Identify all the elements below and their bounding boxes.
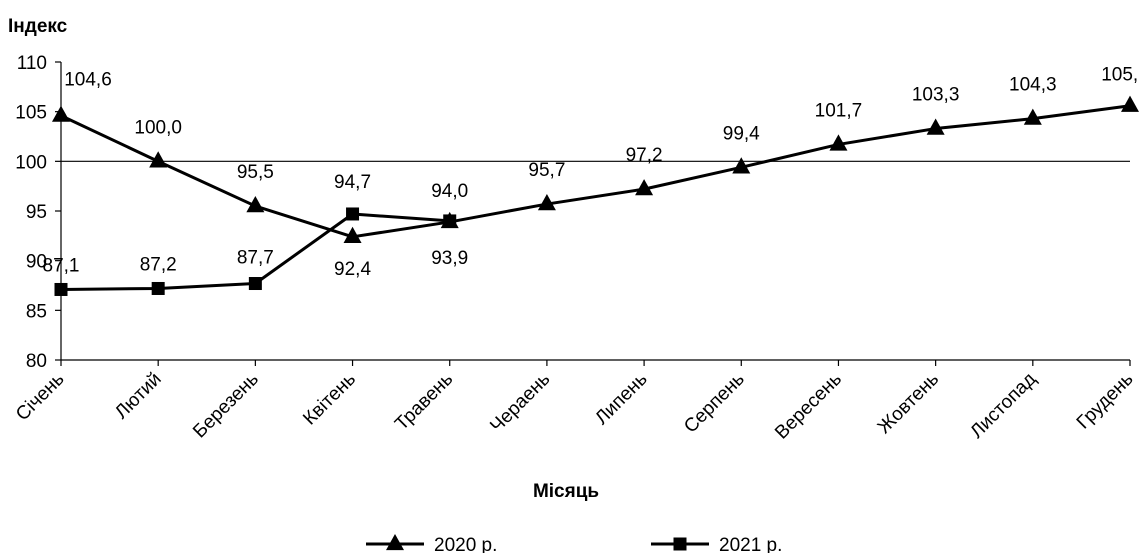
data-label: 104,6 — [64, 70, 112, 91]
data-label: 100,0 — [134, 117, 182, 138]
data-label: 87,1 — [43, 255, 80, 276]
x-tick-label: Жовтень — [874, 369, 943, 438]
data-label: 92,4 — [334, 259, 371, 280]
x-tick-label: Чераень — [486, 369, 554, 437]
series-2: 87,1 87,2 87,7 94,7 94,0 — [43, 172, 468, 296]
x-tick-label: Лютий — [111, 369, 166, 424]
data-label: 95,5 — [237, 162, 274, 183]
series-1: 104,6 100,0 95,5 92,4 93,9 95,7 97,2 99,4 101,7 1… — [52, 65, 1139, 280]
y-tick-label: 90 — [26, 252, 47, 273]
x-axis: Січень Лютий Березень Квітень Травень Чераень… — [12, 359, 1138, 444]
square-marker — [443, 214, 457, 228]
square-marker — [54, 282, 68, 296]
x-tick-label: Серпень — [680, 369, 749, 438]
triangle-marker — [246, 195, 265, 213]
data-label: 93,9 — [431, 248, 468, 269]
x-axis-title: Місяць — [533, 481, 599, 502]
y-tick-label: 110 — [17, 53, 47, 74]
x-tick-label: Вересень — [771, 369, 846, 444]
legend-item: 2021 р. — [651, 535, 782, 553]
legend-item: 2020 р. — [366, 533, 497, 553]
data-label: 105,6 — [1101, 65, 1139, 86]
y-tick-label: 80 — [26, 351, 47, 372]
y-tick-label: 95 — [26, 202, 47, 223]
square-marker — [151, 281, 165, 295]
x-tick-label: Березень — [189, 369, 263, 443]
series-layer: 104,6 100,0 95,5 92,4 93,9 95,7 97,2 99,4 101,7 1… — [43, 65, 1139, 296]
triangle-marker — [926, 118, 945, 135]
triangle-marker — [829, 134, 848, 151]
data-label: 99,4 — [723, 123, 760, 144]
triangle-marker — [732, 157, 751, 174]
y-tick-label: 105 — [15, 103, 47, 124]
triangle-marker — [52, 105, 70, 122]
triangle-marker — [343, 226, 362, 243]
triangle-marker — [1121, 95, 1139, 112]
data-label: 87,7 — [237, 248, 274, 269]
data-label: 101,7 — [815, 100, 863, 121]
x-tick-label: Травень — [391, 369, 457, 435]
triangle-marker — [635, 179, 654, 196]
x-tick-label: Січень — [12, 369, 68, 425]
data-label: 103,3 — [912, 85, 960, 106]
series-line — [60, 104, 1131, 239]
triangle-marker — [386, 533, 404, 551]
y-tick-label: 100 — [15, 152, 47, 173]
square-marker — [673, 537, 687, 551]
square-marker — [248, 277, 262, 291]
data-label: 87,2 — [140, 254, 177, 275]
legend: 2020 р. 2021 р. — [366, 533, 782, 553]
data-label: 95,7 — [528, 160, 565, 181]
triangle-marker — [149, 151, 168, 168]
y-tick-label: 85 — [26, 301, 47, 322]
data-label: 94,7 — [334, 172, 371, 193]
triangle-marker — [1023, 108, 1042, 125]
y-axis-title: Індекс — [8, 16, 68, 37]
x-tick-label: Липень — [591, 369, 651, 429]
data-label: 97,2 — [626, 145, 663, 166]
triangle-marker — [537, 194, 556, 211]
data-label: 94,0 — [431, 181, 468, 202]
x-tick-label: Квітень — [299, 369, 360, 430]
x-tick-label: Грудень — [1073, 369, 1138, 434]
square-marker — [346, 207, 360, 221]
legend-label: 2020 р. — [434, 535, 497, 553]
y-axis: 80 85 90 95 100 105 110 — [15, 53, 1130, 372]
data-label: 104,3 — [1009, 75, 1057, 96]
legend-label: 2021 р. — [719, 535, 782, 553]
x-tick-label: Листопад — [966, 369, 1040, 443]
